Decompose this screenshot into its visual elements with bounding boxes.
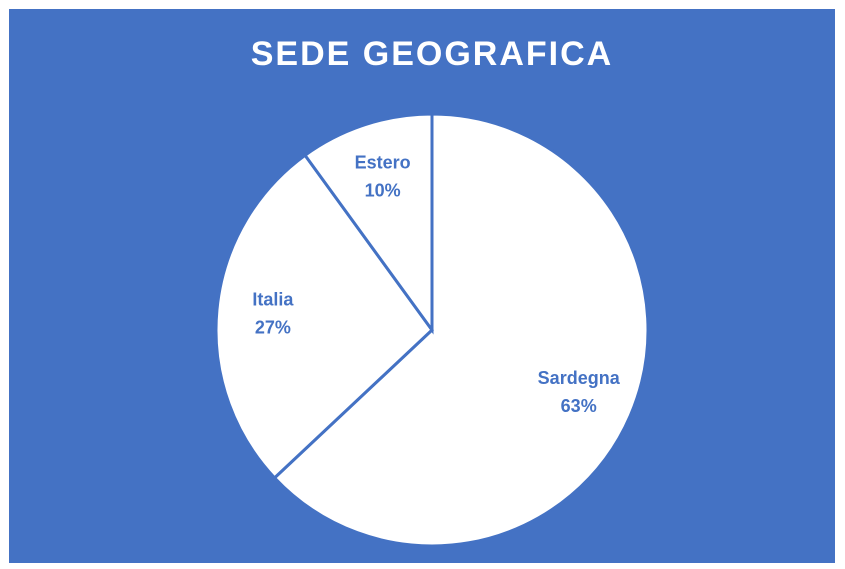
pie-slice [214,153,434,480]
chart-title: SEDE GEOGRAFICA [251,35,613,73]
slice-category-label: Sardegna [538,368,621,388]
slice-value-label: 10% [365,181,401,201]
pie-slice [302,112,434,335]
pie-slice [272,112,650,548]
slice-category-label: Italia [252,290,294,310]
slice-value-label: 63% [561,396,597,416]
slice-category-label: Estero [355,153,411,173]
slice-value-label: 27% [255,318,291,338]
